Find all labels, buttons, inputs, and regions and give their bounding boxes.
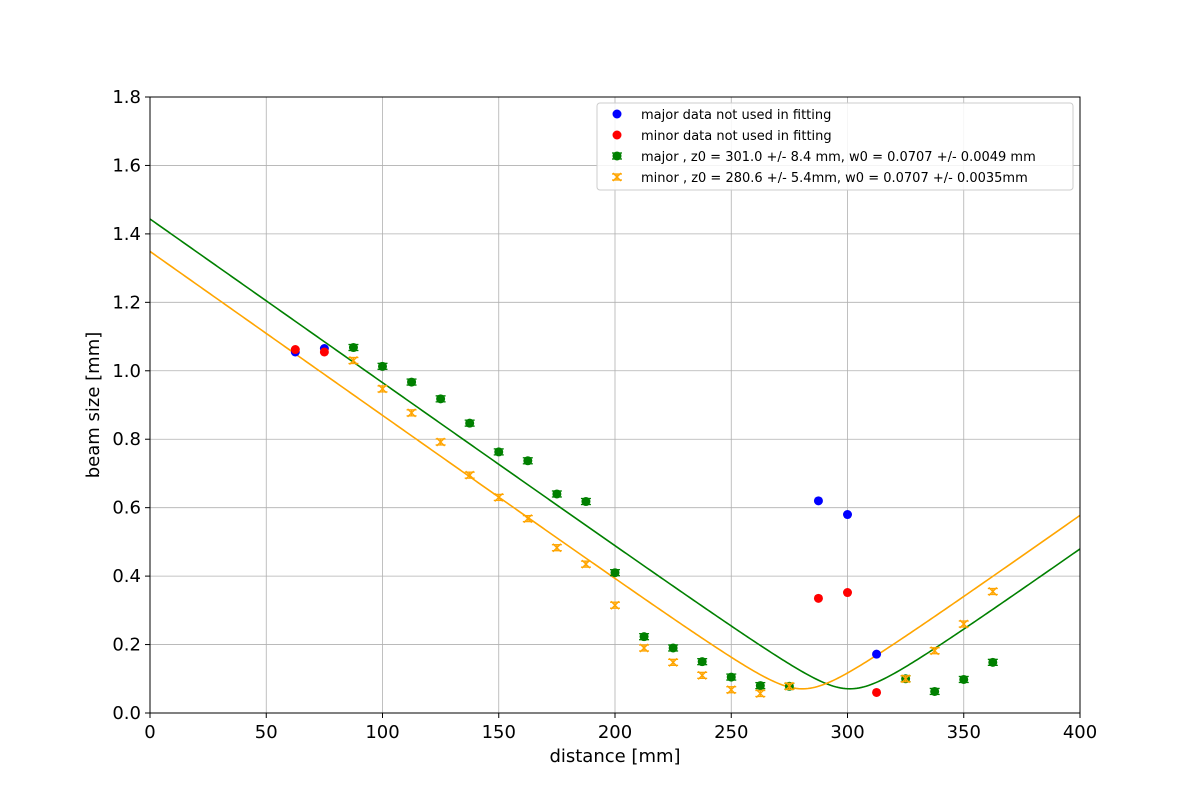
x-tick-label: 50 [255,722,278,743]
data-point [697,657,707,667]
legend: major data not used in fitting minor data… [596,102,1074,191]
data-point [319,347,329,357]
data-point-x [755,688,765,698]
legend-box [596,102,1074,191]
data-point [407,377,417,387]
data-point [639,632,649,642]
data-point-x [581,559,591,569]
data-point-x [407,408,417,418]
x-tick-label: 250 [714,722,748,743]
data-point-x [697,670,707,680]
data-point [465,418,475,428]
fit-curves [149,218,1081,690]
legend-marker [612,130,622,140]
x-tick-label: 200 [598,722,632,743]
x-tick-label: 350 [947,722,981,743]
y-tick-label: 0.0 [112,703,141,724]
data-point [436,394,446,404]
x-tick-label: 100 [365,722,399,743]
y-tick-label: 0.4 [112,566,141,587]
data-point-x [523,514,533,524]
data-point [552,489,562,499]
y-tick-label: 0.8 [112,429,141,450]
data-point-x [901,674,911,684]
data-point [668,643,678,653]
legend-marker [612,109,622,119]
data-point-x [378,384,387,394]
data-point-x [494,492,504,502]
data-point-x [436,437,446,447]
x-axis-label: distance [mm] [549,746,680,767]
data-point [872,687,882,697]
y-tick-label: 1.0 [112,361,141,382]
fit-curve-minor [149,250,1081,690]
data-point [843,510,852,520]
data-point-x [668,657,678,667]
x-tick-label: 150 [482,722,516,743]
data-point [959,674,969,684]
data-point-x [348,356,358,366]
data-point [930,686,940,696]
data-point [813,593,823,603]
data-point [843,588,852,598]
data-point [494,447,504,457]
data-point [290,345,300,355]
y-tick-label: 0.6 [112,498,141,519]
legend-marker [612,151,622,161]
legend-label: minor , z0 = 280.6 +/- 5.4mm, w0 = 0.070… [641,171,1028,186]
data-point [610,568,620,578]
fit-curve-major [149,218,1081,690]
data-point-x [959,619,969,629]
data-point [523,456,533,466]
data-point [581,497,591,507]
x-tick-label: 300 [830,722,864,743]
x-tick-label: 0 [144,722,155,743]
data-point [348,343,358,353]
y-axis-label: beam size [mm] [83,332,104,479]
data-point [813,496,823,506]
data-points [290,343,998,698]
y-tick-label: 1.6 [112,155,141,176]
data-point-x [610,600,620,610]
legend-label: major , z0 = 301.0 +/- 8.4 mm, w0 = 0.07… [641,150,1036,165]
data-point-x [988,587,998,597]
y-tick-label: 1.2 [112,292,141,313]
data-point-x [726,685,736,695]
data-point-x [639,643,649,653]
legend-label: minor data not used in fitting [641,129,832,144]
data-point [755,681,765,691]
data-point-x [930,646,940,656]
data-point [378,361,387,371]
y-tick-label: 0.2 [112,635,141,656]
data-point-x [465,470,475,480]
legend-label: major data not used in fitting [641,108,831,123]
x-tick-label: 400 [1063,722,1097,743]
y-tick-label: 1.4 [112,224,141,245]
data-point-x [784,681,794,691]
legend-marker [612,172,622,182]
data-point-x [552,543,562,553]
data-point [872,649,882,659]
data-point [726,672,736,682]
data-point [988,657,998,667]
y-tick-label: 1.8 [112,87,141,108]
axis-ticks: 0 50 100 150 200 250 300 350 400 0.0 0.2 0.4 0.6 0.8 1… [112,87,1097,743]
